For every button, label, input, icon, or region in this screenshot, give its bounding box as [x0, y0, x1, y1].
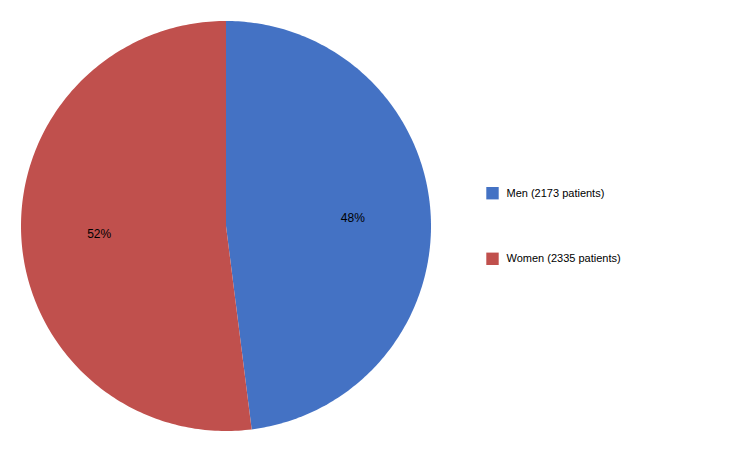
svg-text:48%: 48%	[341, 211, 365, 225]
svg-text:52%: 52%	[87, 227, 111, 241]
svg-text:Men (2173 patients): Men (2173 patients)	[507, 187, 605, 199]
svg-text:Women (2335 patients): Women (2335 patients)	[507, 252, 621, 264]
